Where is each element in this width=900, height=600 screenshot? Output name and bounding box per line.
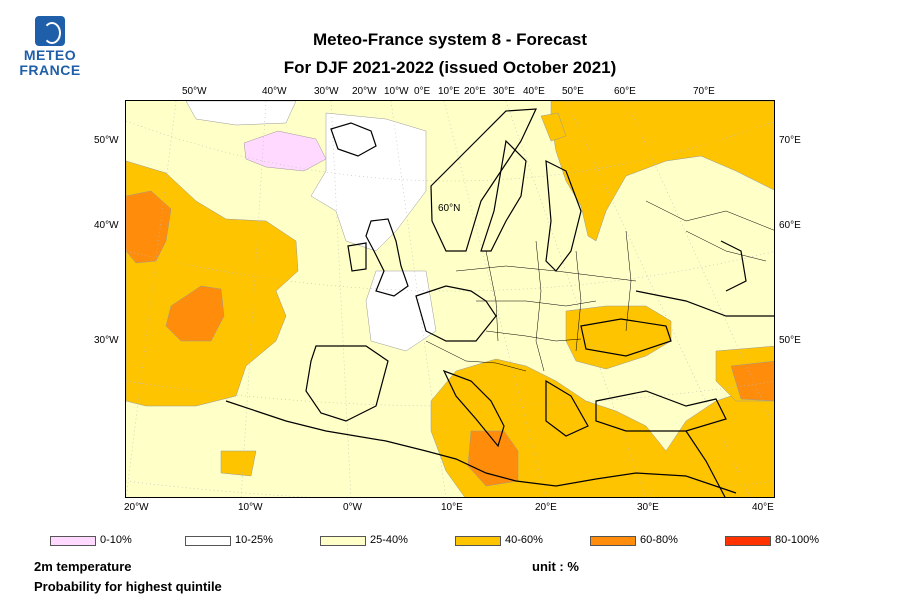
chart-title: Meteo-France system 8 - Forecast [313,30,587,49]
top-lon-label: 40°W [262,86,287,97]
top-lon-label: 10°E [438,86,460,97]
zone-10-25 [310,112,427,252]
top-lon-label: 30°W [314,86,339,97]
right-lon-label: 50°E [779,335,801,346]
left-lon-label: 40°W [94,220,119,231]
zone-40-60 [220,450,257,477]
top-lon-label: 30°E [493,86,515,97]
coastlines [225,108,774,497]
zone-60-80 [165,285,225,342]
top-lon-label: 50°E [562,86,584,97]
top-lon-label: 50°W [182,86,207,97]
top-lon-label: 40°E [523,86,545,97]
top-lon-label: 10°W [384,86,409,97]
borders [425,200,774,372]
bottom-lon-label: 30°E [637,502,659,513]
logo-line2: FRANCE [19,62,81,78]
variable-label: 2m temperature [34,559,132,574]
bottom-lon-label: 40°E [752,502,774,513]
zone-0-10 [243,130,327,172]
map-lat-label: 60°N [438,203,461,214]
legend-swatch [50,536,96,546]
graticule [126,101,774,497]
zone-40-60 [550,101,774,242]
zone-40-60 [540,112,567,142]
top-lon-label: 0°E [414,86,431,97]
top-lon-label: 60°E [614,86,636,97]
legend: 0-10% 10-25% 25-40% 40-60% 60-80% 80-100… [0,534,900,548]
legend-swatch [590,536,636,546]
legend-label: 80-100% [775,534,820,546]
bottom-lon-label: 20°E [535,502,557,513]
legend-swatch [320,536,366,546]
zone-60-80 [126,190,172,264]
chart-subtitle: For DJF 2021-2022 (issued October 2021) [283,58,617,77]
legend-swatch [185,536,231,546]
meteo-france-logo: METEO FRANCE [14,16,86,78]
legend-swatch [455,536,501,546]
forecast-map: 60°N [125,100,775,498]
left-lon-label: 50°W [94,135,119,146]
top-lon-label: 20°E [464,86,486,97]
meteo-france-icon [35,16,65,46]
zone-60-80 [730,360,774,402]
bottom-lon-label: 0°W [343,502,362,513]
left-lon-label: 30°W [94,335,119,346]
zone-40-60 [565,305,672,370]
zone-10-25 [185,101,297,126]
legend-label: 0-10% [100,534,132,546]
right-lon-label: 60°E [779,220,801,231]
legend-label: 10-25% [235,534,273,546]
logo-line1: METEO [23,47,77,63]
legend-label: 60-80% [640,534,678,546]
zone-10-25 [365,270,437,352]
map-canvas [126,101,774,497]
subtitle-label: Probability for highest quintile [34,579,222,594]
bottom-lon-label: 20°W [124,502,149,513]
legend-label: 25-40% [370,534,408,546]
legend-swatch [725,536,771,546]
bottom-lon-label: 10°E [441,502,463,513]
top-lon-label: 20°W [352,86,377,97]
unit-label: unit : % [532,559,579,574]
right-lon-label: 70°E [779,135,801,146]
top-lon-label: 70°E [693,86,715,97]
legend-label: 40-60% [505,534,543,546]
bottom-lon-label: 10°W [238,502,263,513]
